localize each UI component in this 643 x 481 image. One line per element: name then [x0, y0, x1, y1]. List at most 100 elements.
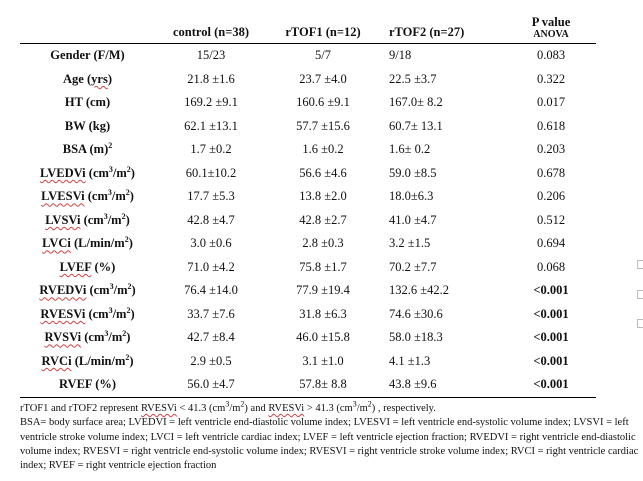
cell-rtof1: 13.8 ±2.0: [299, 189, 347, 204]
row-label-part: /m: [107, 212, 122, 227]
cell-rtof1: 23.7 ±4.0: [299, 71, 347, 86]
cell-rtof1: 42.8 ±2.7: [299, 212, 347, 227]
row-label-part: (cm: [85, 165, 109, 180]
cell-rtof2: 132.6 ±42.2: [389, 283, 449, 298]
table-row: LVEF (%) 71.0 ±4.2 75.8 ±1.7 70.2 ±7.7 0.068: [20, 256, 596, 280]
row-label: Gender (F/M): [20, 44, 155, 68]
row-label-part: (cm: [81, 330, 105, 345]
scroll-marker: [637, 260, 643, 269]
cell-control: 42.7 ±8.4: [187, 330, 235, 345]
row-label-part: 2: [122, 329, 127, 339]
cell-p: 0.017: [536, 95, 566, 110]
row-label: LVEDVi (cm3/m2): [20, 162, 155, 186]
footnote-text: ) , respectively.: [371, 403, 436, 414]
row-label-part: 2: [125, 352, 130, 362]
table-row: BW (kg) 62.1 ±13.1 57.7 ±15.6 60.7± 13.1 0.6…: [20, 115, 596, 139]
cell-control: 62.1 ±13.1: [184, 118, 238, 133]
row-label-part: HT (cm): [64, 95, 111, 110]
row-label-part: 2: [126, 164, 131, 174]
row-label-part: LVESVi: [41, 189, 85, 204]
row-label-part: ): [125, 212, 130, 227]
footnote-sup: 3: [352, 399, 357, 409]
row-label: LVESVi (cm3/m2): [20, 185, 155, 209]
cell-rtof1: 31.8 ±6.3: [299, 306, 347, 321]
table-row: Gender (F/M) 15/23 5/7 9/18 0.083: [20, 44, 596, 68]
row-label-part: ): [130, 306, 135, 321]
row-label-part: /m: [111, 189, 126, 204]
row-label-part: RVEDVi: [39, 283, 87, 298]
row-label: RVCi (L/min/m2): [20, 350, 155, 374]
row-label-part: 3: [108, 305, 113, 315]
row-label-part: yrs: [91, 71, 108, 86]
row-label-part: 2: [125, 188, 130, 198]
footnote-sup: 2: [240, 399, 245, 409]
row-label-part: (cm: [84, 189, 108, 204]
table-row: LVCi (L/min/m2) 3.0 ±0.6 2.8 ±0.3 3.2 ±1.5 0…: [20, 232, 596, 256]
row-label-part: /m: [113, 283, 128, 298]
footnote-text: /m: [229, 403, 241, 414]
cell-control: 56.0 ±4.7: [187, 377, 235, 392]
table-row: RVEDVi (cm3/m2) 76.4 ±14.0 77.9 ±19.4 132.6…: [20, 279, 596, 303]
header-rtof2: rTOF2 (n=27): [389, 25, 465, 39]
cell-control: 42.8 ±4.7: [187, 212, 235, 227]
cell-control: 71.0 ±4.2: [187, 259, 235, 274]
footnote-text: > 41.3 (cm: [304, 403, 353, 414]
cell-p: 0.694: [536, 236, 566, 251]
cell-control: 169.2 ±9.1: [184, 95, 238, 110]
cell-rtof2: 1.6± 0.2: [389, 142, 431, 157]
table-row: LVESVi (cm3/m2) 17.7 ±5.3 13.8 ±2.0 18.0±6.…: [20, 185, 596, 209]
row-label-part: (L/min/m: [70, 236, 125, 251]
cell-p: <0.001: [533, 283, 569, 298]
scroll-marker: [637, 290, 643, 299]
row-label-part: /m: [112, 306, 127, 321]
row-label: LVEF (%): [20, 256, 155, 280]
cell-p: 0.203: [536, 142, 566, 157]
cell-rtof2: 167.0± 8.2: [389, 95, 443, 110]
cell-rtof1: 46.0 ±15.8: [296, 330, 350, 345]
footnote-text: /m: [356, 403, 368, 414]
table-row: RVESVi (cm3/m2) 33.7 ±7.6 31.8 ±6.3 74.6 ±3…: [20, 303, 596, 327]
row-label: BW (kg): [20, 115, 155, 139]
row-label: Age (yrs): [20, 68, 155, 92]
table-row: BSA (m)2 1.7 ±0.2 1.6 ±0.2 1.6± 0.2 0.203: [20, 138, 596, 162]
row-label-part: ): [128, 236, 133, 251]
row-label-part: 3: [103, 211, 108, 221]
row-label-part: 3: [104, 329, 109, 339]
row-label-part: BW (kg): [64, 118, 111, 133]
row-label: RVESVi (cm3/m2): [20, 303, 155, 327]
row-label-part: Age (: [63, 71, 92, 86]
row-label-part: ): [131, 283, 136, 298]
footnote-definition: rTOF1 and rTOF2 represent RVESVi < 41.3 …: [20, 399, 642, 416]
row-label: RVEDVi (cm3/m2): [20, 279, 155, 303]
cell-control: 76.4 ±14.0: [184, 283, 238, 298]
table-row: LVSVi (cm3/m2) 42.8 ±4.7 42.8 ±2.7 41.0 ±4.…: [20, 209, 596, 233]
header-rtof1: rTOF1 (n=12): [285, 25, 361, 39]
row-label-part: RVSVi: [44, 330, 82, 345]
cell-rtof1: 5/7: [315, 48, 331, 63]
cell-rtof1: 57.8± 8.8: [299, 377, 347, 392]
cell-control: 15/23: [196, 48, 226, 63]
row-label-part: 3: [108, 164, 113, 174]
footnote-text: rTOF1 and rTOF2 represent: [20, 403, 141, 414]
cell-p: <0.001: [533, 353, 569, 368]
footnote-term: RVESVi: [268, 403, 305, 414]
cell-p: 0.512: [536, 212, 566, 227]
row-label-part: RVESVi: [40, 306, 86, 321]
table-row: HT (cm) 169.2 ±9.1 160.6 ±9.1 167.0± 8.2 0.0…: [20, 91, 596, 115]
table-body: Gender (F/M) 15/23 5/7 9/18 0.083 Age (yrs) 21…: [20, 44, 596, 397]
cell-rtof1: 1.6 ±0.2: [302, 142, 344, 157]
row-label-part: (cm: [80, 212, 104, 227]
row-label-part: /m: [108, 330, 123, 345]
cell-p: 0.618: [536, 118, 566, 133]
cell-rtof2: 74.6 ±30.6: [389, 306, 443, 321]
footnote-term: RVESVi: [140, 403, 177, 414]
results-table: control (n=38) rTOF1 (n=12) rTOF2 (n=27)…: [20, 6, 596, 398]
row-label: HT (cm): [20, 91, 155, 115]
cell-control: 21.8 ±1.6: [187, 71, 235, 86]
table-row: LVEDVi (cm3/m2) 60.1±10.2 56.6 ±4.6 59.0 ±8…: [20, 162, 596, 186]
row-label-part: 2: [121, 211, 126, 221]
cell-control: 1.7 ±0.2: [190, 142, 232, 157]
cell-rtof1: 3.1 ±1.0: [302, 353, 344, 368]
cell-p: 0.083: [536, 48, 566, 63]
